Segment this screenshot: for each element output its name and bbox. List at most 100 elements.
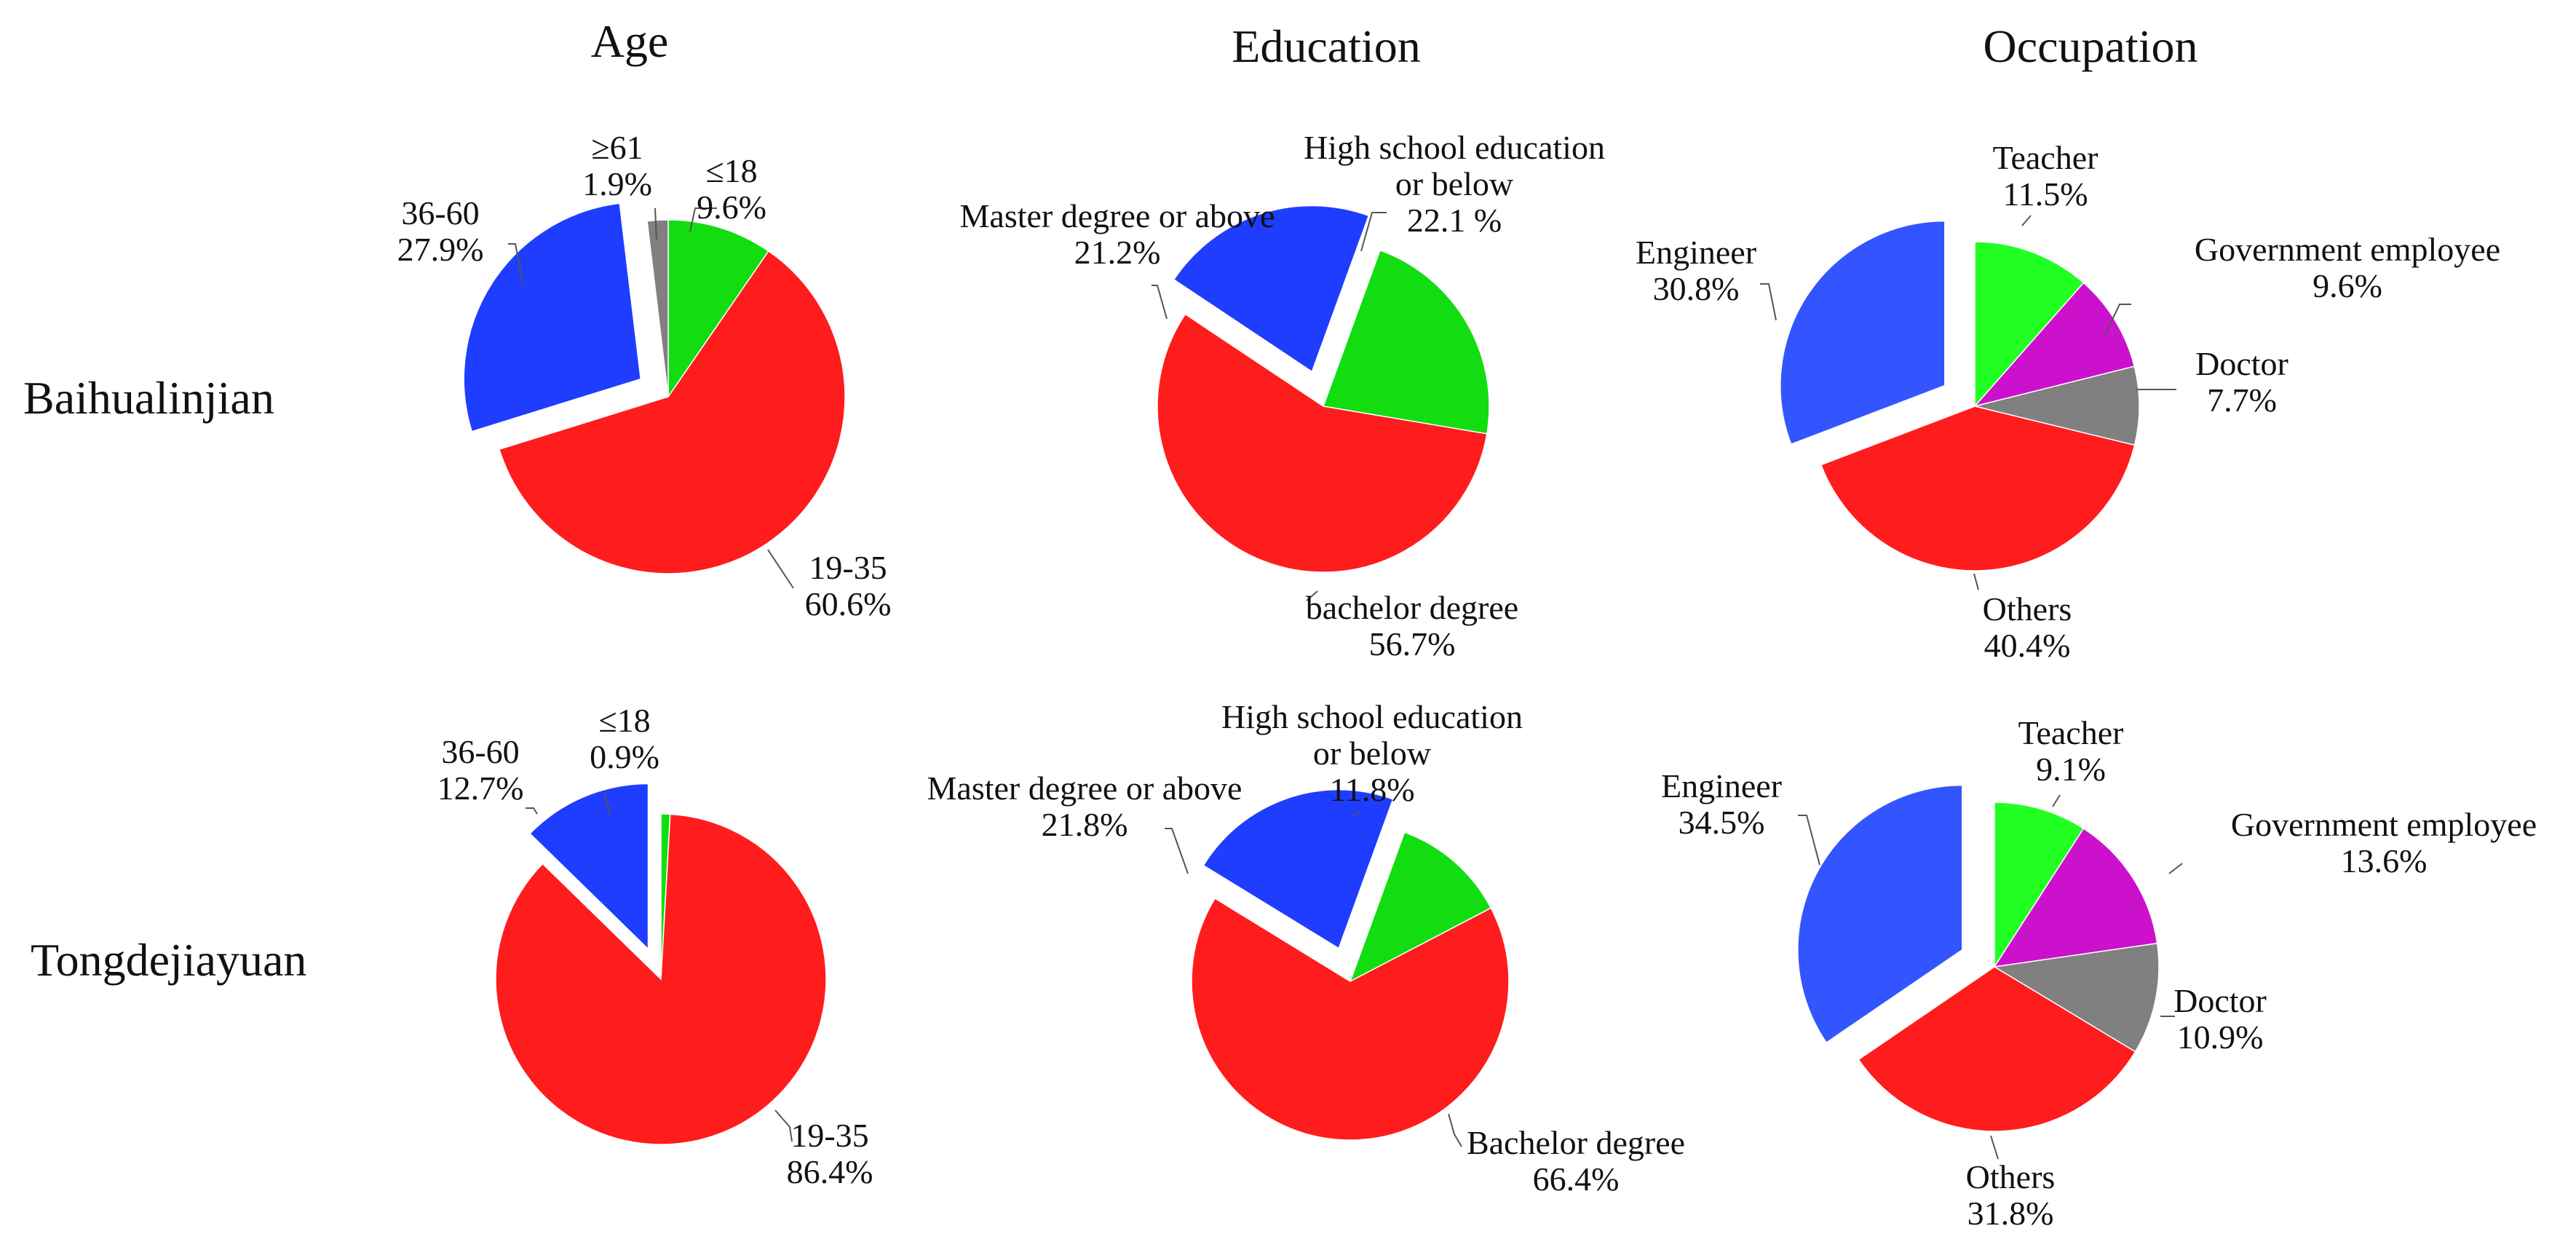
- slice-name: Others: [1966, 1158, 2056, 1195]
- slice-name: High school education: [1304, 129, 1605, 166]
- slice-name: Master degree or above: [960, 197, 1275, 234]
- slice-label-ge61: ≥61 1.9%: [582, 129, 652, 202]
- column-title-occupation: Occupation: [1983, 20, 2198, 72]
- slice-name: 36-60: [441, 733, 519, 770]
- slice-government-employee: [1973, 282, 2136, 408]
- leader-line-19-35: [767, 549, 794, 589]
- slice-percent: 27.9%: [397, 231, 484, 268]
- slice-label-19-35: 19-35 86.4%: [787, 1117, 873, 1190]
- slice-name: ≥61: [591, 129, 643, 166]
- slice-name: Master degree or above: [927, 770, 1243, 807]
- slice-label-engineer: Engineer 30.8%: [1636, 234, 1756, 307]
- pie-tongdejiayuan-occupation: Teacher 9.1% Government employee 13.6% Docto…: [1661, 714, 2537, 1232]
- slice-19-35: [495, 813, 827, 1145]
- row-title-baihualinjian: Baihualinjian: [23, 372, 274, 424]
- slice-name: Doctor: [2195, 345, 2288, 382]
- slice-percent: 9.6%: [2313, 267, 2382, 304]
- slice-percent: 40.4%: [1984, 627, 2071, 664]
- slice-name: Teacher: [1993, 139, 2099, 176]
- slice-percent: 12.7%: [437, 770, 524, 807]
- slice-bachelor-degree: [1191, 897, 1510, 1141]
- leader-line-others: [1990, 1135, 1999, 1160]
- slice-percent: 34.5%: [1679, 804, 1765, 841]
- slice-label-le18: ≤18 9.6%: [697, 152, 766, 226]
- slice-percent: 30.8%: [1653, 270, 1740, 307]
- leader-line-teacher: [2021, 215, 2032, 226]
- slice-label-teacher: Teacher 11.5%: [1993, 139, 2099, 213]
- slice-label-36-60: 36-60 27.9%: [397, 194, 484, 268]
- leader-line-19-35: [774, 1110, 793, 1142]
- slice-ge61: [646, 219, 669, 397]
- column-title-education: Education: [1232, 20, 1420, 72]
- slice-high-school-education-or-below: [1349, 831, 1492, 983]
- slice-percent: 10.9%: [2177, 1018, 2264, 1056]
- pie-tongdejiayuan-age: ≤18 0.9% 19-35 86.4% 36-60 12.7%: [437, 702, 873, 1190]
- slice-percent: 11.5%: [2002, 175, 2088, 213]
- slice-label-master-degree-or-above: Master degree or above 21.2%: [960, 197, 1275, 271]
- row-title-tongdejiayuan: Tongdejiayuan: [31, 934, 306, 986]
- slice-percent: 1.9%: [582, 165, 652, 202]
- slice-label-bachelor-degree: bachelor degree 56.7%: [1306, 589, 1518, 662]
- slice-name: ≤18: [598, 702, 650, 739]
- leader-line-government-employee: [2168, 863, 2183, 874]
- leader-line-bachelor-degree: [1306, 590, 1318, 601]
- slice-label-36-60: 36-60 12.7%: [437, 733, 524, 807]
- leader-line-master-degree-or-above: [1152, 285, 1168, 320]
- leader-line-high-school-education-or-below: [1360, 212, 1387, 252]
- slice-name: 19-35: [790, 1117, 868, 1154]
- slice-label-doctor: Doctor 7.7%: [2195, 345, 2288, 419]
- slice-others: [1820, 406, 2136, 571]
- slice-name: or below: [1395, 165, 1514, 202]
- slice-percent: 22.1 %: [1407, 202, 1502, 239]
- slice-label-bachelor-degree: Bachelor degree 66.4%: [1467, 1124, 1685, 1198]
- leader-line-government-employee: [2104, 304, 2131, 336]
- leader-line-ge61: [654, 207, 657, 241]
- slice-name: or below: [1313, 735, 1432, 772]
- pie-baihualinjian-age: ≤18 9.6% 19-35 60.6% 36-60 27.9% ≥61 1.9%: [397, 129, 892, 622]
- slice-doctor: [1974, 365, 2140, 446]
- pie-tongdejiayuan-education: High school education or below 11.8% Bachel…: [927, 698, 1686, 1198]
- slice-name: 36-60: [401, 194, 479, 232]
- leader-line-teacher: [2052, 794, 2061, 807]
- slice-government-employee: [1993, 827, 2158, 968]
- slice-label-le18: ≤18 0.9%: [590, 702, 659, 775]
- slice-label-government-employee: Government employee 13.6%: [2231, 806, 2537, 879]
- leader-line-others: [1973, 573, 1979, 590]
- slice-label-doctor: Doctor 10.9%: [2173, 982, 2267, 1056]
- slice-label-high-school-education-or-below: High school education or below 22.1 %: [1304, 129, 1605, 239]
- slice-label-high-school-education-or-below: High school education or below 11.8%: [1221, 698, 1523, 808]
- slice-percent: 0.9%: [590, 738, 659, 775]
- slice-label-government-employee: Government employee 9.6%: [2195, 231, 2500, 304]
- slice-percent: 56.7%: [1369, 625, 1456, 662]
- slice-engineer: [1780, 220, 1946, 446]
- pies-layer: ≤18 9.6%19-35 60.6%36-60 27.9%≥61 1.9%High s…: [397, 129, 2537, 1232]
- leader-line-36-60: [526, 807, 538, 815]
- leader-line-bachelor-degree: [1448, 1113, 1462, 1147]
- slice-label-master-degree-or-above: Master degree or above 21.8%: [927, 770, 1243, 843]
- leader-line-36-60: [508, 243, 523, 283]
- slice-19-35: [499, 250, 846, 574]
- slice-others: [1858, 966, 2136, 1132]
- slice-name: Engineer: [1636, 234, 1756, 271]
- slice-name: Bachelor degree: [1467, 1124, 1685, 1161]
- slice-name: Engineer: [1661, 767, 1782, 804]
- slice-percent: 9.6%: [697, 189, 766, 226]
- slice-percent: 7.7%: [2207, 381, 2277, 419]
- pie-baihualinjian-occupation: Teacher 11.5% Government employee 9.6% Docto…: [1636, 139, 2500, 664]
- slice-label-engineer: Engineer 34.5%: [1661, 767, 1782, 841]
- column-title-age: Age: [591, 15, 669, 67]
- leader-line-le18: [689, 207, 717, 232]
- slice-percent: 60.6%: [805, 585, 892, 622]
- slice-percent: 11.8%: [1329, 771, 1414, 808]
- slice-name: Government employee: [2195, 231, 2500, 268]
- slice-name: bachelor degree: [1306, 589, 1518, 626]
- slice-name: 19-35: [809, 549, 887, 586]
- slice-name: Others: [1983, 590, 2072, 628]
- slice-engineer: [1797, 784, 1963, 1044]
- slice-36-60: [463, 202, 642, 432]
- slice-percent: 13.6%: [2341, 842, 2428, 879]
- slice-label-others: Others 31.8%: [1966, 1158, 2056, 1232]
- slice-label-teacher: Teacher 9.1%: [2018, 714, 2124, 788]
- slice-master-degree-or-above: [1173, 205, 1370, 373]
